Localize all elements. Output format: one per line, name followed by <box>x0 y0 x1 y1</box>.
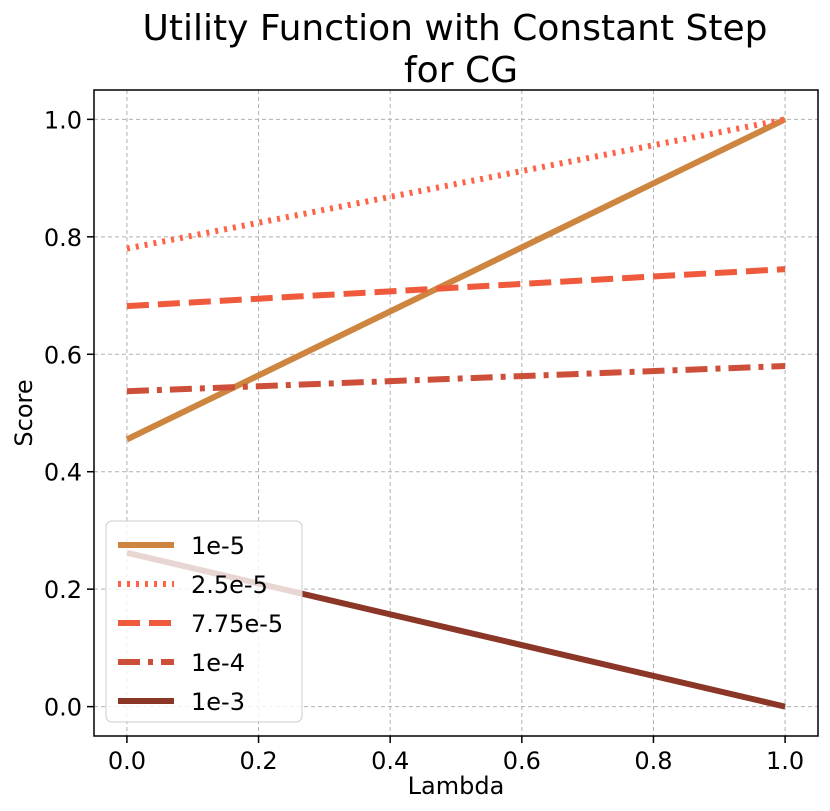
y-tick-label-4: 0.8 <box>44 224 82 252</box>
legend-label-2: 7.75e-5 <box>191 610 283 638</box>
legend-label-4: 1e-3 <box>191 688 245 716</box>
y-tick-label-0: 0.0 <box>44 694 82 722</box>
series-line-2 <box>126 266 786 310</box>
chart-title-line-1: Utility Function with Constant Step <box>143 8 768 49</box>
legend-label-1: 2.5e-5 <box>191 571 268 599</box>
legend: 1e-5 2.5e-5 7.75e-5 1e-4 1e-3 <box>105 520 303 723</box>
x-ticks: 0.0 0.2 0.4 0.6 0.8 1.0 <box>108 736 804 775</box>
x-axis-label: Lambda <box>408 772 505 800</box>
series-layer <box>125 116 787 710</box>
legend-label-3: 1e-4 <box>191 649 245 677</box>
y-axis-label: Score <box>10 379 38 446</box>
x-tick-label-5: 1.0 <box>766 747 804 775</box>
y-tick-label-2: 0.4 <box>44 459 82 487</box>
legend-box <box>105 520 303 723</box>
series-line-3 <box>126 363 786 395</box>
y-tick-label-3: 0.6 <box>44 341 82 369</box>
x-tick-label-3: 0.6 <box>503 747 541 775</box>
x-tick-label-0: 0.0 <box>108 747 146 775</box>
series-line-0 <box>125 116 787 443</box>
y-ticks: 0.0 0.2 0.4 0.6 0.8 1.0 <box>44 106 94 722</box>
x-tick-label-1: 0.2 <box>239 747 277 775</box>
legend-label-0: 1e-5 <box>191 532 245 560</box>
chart-title-line-2: for CG <box>404 50 518 91</box>
x-tick-label-4: 0.8 <box>634 747 672 775</box>
series-line-1 <box>126 116 786 252</box>
plot-frame <box>93 89 819 737</box>
y-tick-label-5: 1.0 <box>44 106 82 134</box>
x-tick-label-2: 0.4 <box>371 747 409 775</box>
y-tick-label-1: 0.2 <box>44 576 82 604</box>
